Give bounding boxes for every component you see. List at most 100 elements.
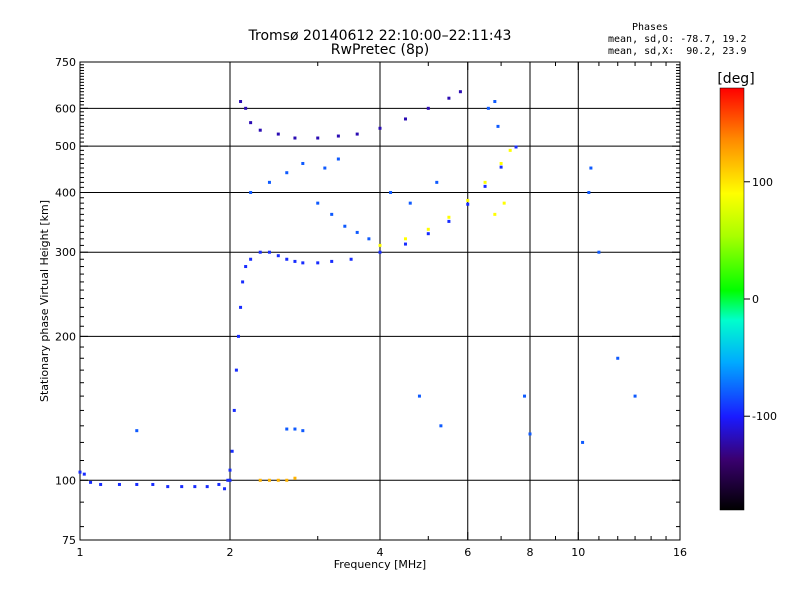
data-point xyxy=(426,106,430,110)
data-point xyxy=(336,134,340,138)
data-point xyxy=(267,180,271,184)
data-point xyxy=(508,148,512,152)
phase-stats-o: mean, sd,O: -78.7, 19.2 xyxy=(608,34,747,45)
x-tick-label: 1 xyxy=(77,546,84,559)
data-point xyxy=(426,232,430,236)
data-point xyxy=(232,408,236,412)
data-point xyxy=(230,449,234,453)
data-point xyxy=(426,227,430,231)
y-axis-label: Stationary phase Virtual Height [km] xyxy=(38,200,51,402)
data-point xyxy=(82,472,86,476)
data-point xyxy=(205,485,209,489)
y-tick-label: 200 xyxy=(55,330,76,343)
data-point xyxy=(439,424,443,428)
data-point xyxy=(403,237,407,241)
data-point xyxy=(99,482,103,486)
data-point xyxy=(193,485,197,489)
y-tick-label: 100 xyxy=(55,474,76,487)
data-point xyxy=(217,482,221,486)
data-point xyxy=(447,215,451,219)
data-point xyxy=(499,165,503,169)
phase-stats-x: mean, sd,X: 90.2, 23.9 xyxy=(608,46,747,57)
data-point xyxy=(239,100,243,104)
data-point xyxy=(493,100,497,104)
colorbar-tick-label: 100 xyxy=(752,176,773,189)
data-point xyxy=(301,429,305,433)
data-point xyxy=(514,145,518,149)
data-point xyxy=(447,96,451,100)
chart-subtitle: RwPretec (8p) xyxy=(330,42,430,58)
data-point xyxy=(293,136,297,140)
data-point xyxy=(466,202,470,206)
data-point xyxy=(151,482,155,486)
data-point xyxy=(343,224,347,228)
x-tick-label: 2 xyxy=(227,546,234,559)
y-tick-label: 300 xyxy=(55,246,76,259)
data-point xyxy=(89,480,93,484)
data-point xyxy=(258,478,262,482)
data-point xyxy=(166,485,170,489)
colorbar-tick-label: -100 xyxy=(752,410,777,423)
data-point xyxy=(301,161,305,165)
data-point xyxy=(349,257,353,261)
data-point xyxy=(483,180,487,184)
data-point xyxy=(244,265,248,269)
data-point xyxy=(234,368,238,372)
data-point xyxy=(367,237,371,241)
data-point xyxy=(276,254,280,258)
data-point xyxy=(244,106,248,110)
data-point xyxy=(293,476,297,480)
data-point xyxy=(493,212,497,216)
data-point xyxy=(403,117,407,121)
data-point xyxy=(301,261,305,265)
data-point xyxy=(223,487,227,491)
phase-stats-heading: Phases xyxy=(632,22,669,33)
data-point xyxy=(499,161,503,165)
x-tick-label: 8 xyxy=(527,546,534,559)
colorbar-ticks: 100 0 -100 xyxy=(744,176,777,423)
colorbar-tick-label: 0 xyxy=(752,293,759,306)
data-point xyxy=(417,394,421,398)
y-tick-label: 400 xyxy=(55,186,76,199)
data-point xyxy=(249,257,253,261)
data-point xyxy=(285,478,289,482)
data-point xyxy=(276,478,280,482)
data-point xyxy=(249,190,253,194)
data-point xyxy=(330,259,334,263)
data-point xyxy=(330,212,334,216)
data-point xyxy=(378,243,382,247)
data-point xyxy=(228,478,232,482)
data-point xyxy=(408,201,412,205)
data-point xyxy=(403,242,407,246)
data-point xyxy=(523,394,527,398)
data-point xyxy=(528,432,532,436)
data-point xyxy=(285,427,289,431)
x-tick-label: 16 xyxy=(673,546,687,559)
data-point xyxy=(587,190,591,194)
axis-ticks: 1 2 4 6 8 10 16 75 100 200 300 400 500 600 750 xyxy=(55,56,687,559)
x-tick-label: 4 xyxy=(377,546,384,559)
data-point xyxy=(323,166,327,170)
data-point xyxy=(293,259,297,263)
data-point xyxy=(589,166,593,170)
data-point xyxy=(241,280,245,284)
data-point xyxy=(285,171,289,175)
y-tick-label: 750 xyxy=(55,56,76,69)
chart-title: Tromsø 20140612 22:10:00–22:11:43 xyxy=(248,28,512,44)
data-point xyxy=(180,485,184,489)
data-point xyxy=(135,482,139,486)
data-point xyxy=(389,190,393,194)
data-point xyxy=(336,157,340,161)
data-point xyxy=(597,250,601,254)
data-point xyxy=(447,219,451,223)
data-point xyxy=(458,90,462,94)
data-point xyxy=(502,201,506,205)
data-point xyxy=(293,427,297,431)
data-point xyxy=(435,180,439,184)
data-point xyxy=(228,468,232,472)
data-point xyxy=(285,257,289,261)
data-point xyxy=(633,394,637,398)
colorbar-unit-label: [deg] xyxy=(717,71,754,87)
colorbar xyxy=(719,87,745,511)
